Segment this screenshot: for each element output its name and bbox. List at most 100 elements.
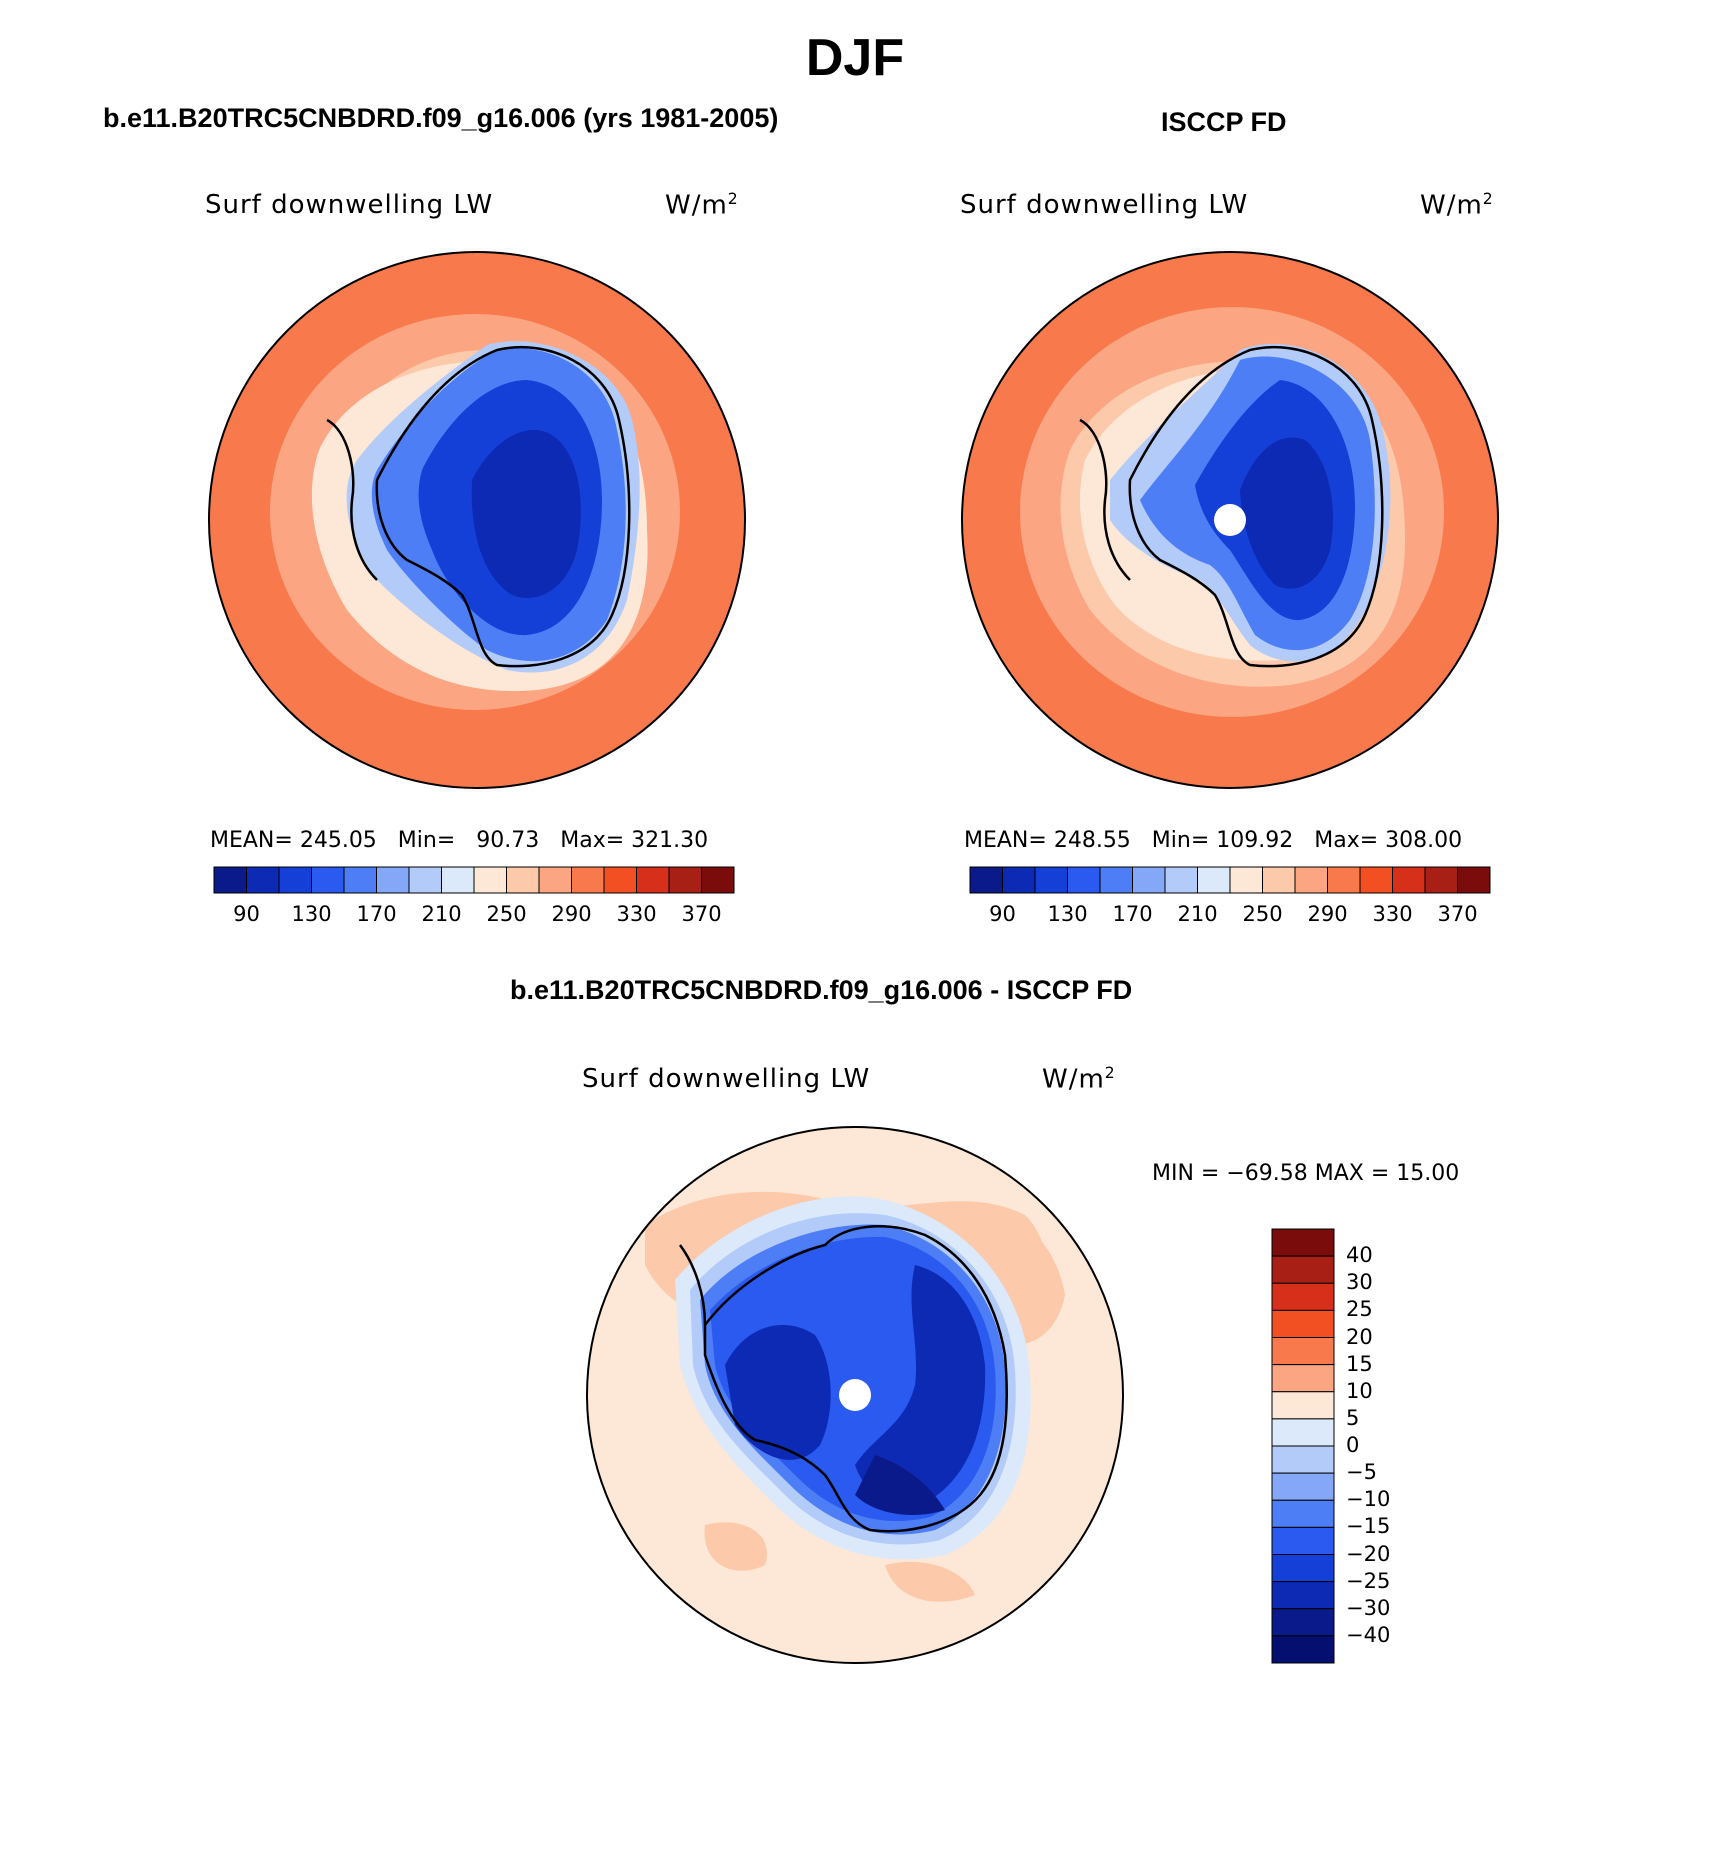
colorbar-swatch bbox=[1271, 1526, 1335, 1555]
colorbar-label: 10 bbox=[1346, 1378, 1373, 1403]
colorbar-swatch bbox=[408, 866, 442, 894]
colorbar-label: −25 bbox=[1346, 1568, 1391, 1593]
map-border bbox=[586, 1126, 1124, 1664]
panel-diff-variable: Surf downwelling LW bbox=[582, 1064, 871, 1094]
colorbar-swatch bbox=[1392, 866, 1426, 894]
colorbar-label: 370 bbox=[1437, 902, 1478, 926]
map-field-negative-35-west bbox=[725, 1325, 831, 1460]
colorbar-label: −30 bbox=[1346, 1595, 1391, 1620]
panel-obs-map bbox=[961, 251, 1499, 789]
colorbar-swatch bbox=[1424, 866, 1458, 894]
panel-obs-units: W/m2 bbox=[1420, 190, 1494, 221]
colorbar-label: −5 bbox=[1346, 1460, 1377, 1485]
colorbar-label: −10 bbox=[1346, 1487, 1391, 1512]
colorbar-swatch bbox=[311, 866, 345, 894]
colorbar-swatch bbox=[1271, 1581, 1335, 1610]
panel-model-title: b.e11.B20TRC5CNBDRD.f09_g16.006 (yrs 198… bbox=[103, 103, 779, 133]
colorbar-label: 30 bbox=[1346, 1270, 1373, 1295]
colorbar-diff bbox=[1271, 1228, 1335, 1664]
panel-diff-stats: MIN = −69.58 MAX = 15.00 bbox=[1152, 1161, 1460, 1186]
colorbar-swatch bbox=[1359, 866, 1393, 894]
colorbar-label: 210 bbox=[421, 902, 462, 926]
map-field-interior-3 bbox=[1240, 437, 1333, 589]
colorbar-label: 130 bbox=[1047, 902, 1088, 926]
colorbar-label: 250 bbox=[486, 902, 527, 926]
colorbar-swatch bbox=[1271, 1418, 1335, 1447]
colorbar-swatch bbox=[278, 866, 312, 894]
map-field-negative-35-east bbox=[855, 1265, 986, 1506]
colorbar-swatch bbox=[1262, 866, 1296, 894]
figure-title: DJF bbox=[805, 29, 905, 87]
panel-model-variable: Surf downwelling LW bbox=[205, 190, 494, 220]
colorbar-label: 330 bbox=[616, 902, 657, 926]
map-field-positive-4 bbox=[885, 1561, 975, 1602]
panel-obs-variable: Surf downwelling LW bbox=[960, 190, 1249, 220]
panel-obs-title: ISCCP FD bbox=[1161, 107, 1287, 137]
colorbar-swatch bbox=[1099, 866, 1133, 894]
map-border bbox=[961, 251, 1499, 789]
panel-model-map bbox=[208, 251, 746, 789]
colorbar-swatch bbox=[1271, 1391, 1335, 1420]
colorbar-swatch bbox=[1271, 1282, 1335, 1311]
colorbar-swatch bbox=[603, 866, 637, 894]
colorbar-swatch bbox=[701, 866, 735, 894]
colorbar-swatch bbox=[441, 866, 475, 894]
panel-diff-map bbox=[586, 1126, 1124, 1664]
colorbar-swatch bbox=[1132, 866, 1166, 894]
colorbar-label: 0 bbox=[1346, 1433, 1360, 1457]
colorbar-swatch bbox=[1271, 1554, 1335, 1583]
colorbar-swatch bbox=[1067, 866, 1101, 894]
colorbar-swatch bbox=[473, 866, 507, 894]
colorbar-swatch bbox=[1034, 866, 1068, 894]
colorbar-swatch bbox=[1327, 866, 1361, 894]
colorbar-label: 40 bbox=[1346, 1243, 1373, 1268]
colorbar-swatch bbox=[1294, 866, 1328, 894]
panel-model-units: W/m2 bbox=[665, 190, 739, 221]
colorbar-swatch bbox=[1271, 1337, 1335, 1366]
colorbar-swatch bbox=[1271, 1635, 1335, 1664]
colorbar-label: 170 bbox=[1112, 902, 1153, 926]
panel-obs-stats: MEAN= 248.55 Min= 109.92 Max= 308.00 bbox=[964, 828, 1463, 853]
colorbar-label: 20 bbox=[1346, 1324, 1373, 1349]
colorbar-label: 290 bbox=[551, 902, 592, 926]
map-field-negative-40 bbox=[855, 1455, 945, 1515]
map-border bbox=[208, 251, 746, 789]
colorbar-label: 370 bbox=[681, 902, 722, 926]
map-coastline-peninsula bbox=[326, 418, 378, 581]
colorbar-model bbox=[213, 866, 735, 894]
colorbar-swatch bbox=[636, 866, 670, 894]
colorbar-label: 210 bbox=[1177, 902, 1218, 926]
colorbar-label: 170 bbox=[356, 902, 397, 926]
colorbar-label: 130 bbox=[291, 902, 332, 926]
colorbar-label: 25 bbox=[1346, 1297, 1373, 1322]
map-field-interior-3 bbox=[471, 430, 581, 598]
colorbar-obs-labels: 90 130 170 210 250 290 330 370 bbox=[970, 902, 1490, 932]
colorbar-swatch bbox=[1271, 1255, 1335, 1284]
colorbar-swatch bbox=[1457, 866, 1491, 894]
colorbar-obs bbox=[969, 866, 1491, 894]
colorbar-swatch bbox=[1271, 1309, 1335, 1338]
map-coastline-peninsula bbox=[678, 1244, 707, 1326]
panel-diff-units: W/m2 bbox=[1042, 1064, 1116, 1095]
panel-model-stats: MEAN= 245.05 Min= 90.73 Max= 321.30 bbox=[210, 828, 709, 853]
map-field-positive-3 bbox=[704, 1522, 767, 1571]
colorbar-swatch bbox=[376, 866, 410, 894]
colorbar-swatch bbox=[343, 866, 377, 894]
map-coastline-antarctica bbox=[375, 345, 631, 668]
map-coastline-antarctica bbox=[1128, 345, 1384, 668]
pole-hole bbox=[839, 1379, 871, 1411]
map-coastline-peninsula bbox=[1079, 418, 1131, 581]
colorbar-label: −20 bbox=[1346, 1541, 1391, 1566]
colorbar-swatch bbox=[213, 866, 247, 894]
colorbar-swatch bbox=[1271, 1499, 1335, 1528]
colorbar-label: −40 bbox=[1346, 1622, 1391, 1647]
colorbar-swatch bbox=[1271, 1228, 1335, 1257]
colorbar-swatch bbox=[571, 866, 605, 894]
colorbar-swatch bbox=[506, 866, 540, 894]
colorbar-swatch bbox=[969, 866, 1003, 894]
colorbar-label: −15 bbox=[1346, 1514, 1391, 1539]
colorbar-label: 5 bbox=[1346, 1405, 1360, 1430]
colorbar-swatch bbox=[1271, 1364, 1335, 1393]
colorbar-diff-labels: 40 30 25 20 15 10 5 0 −5 −10 −15 −20 −25 −30 −40 bbox=[1346, 1229, 1466, 1663]
colorbar-swatch bbox=[1229, 866, 1263, 894]
